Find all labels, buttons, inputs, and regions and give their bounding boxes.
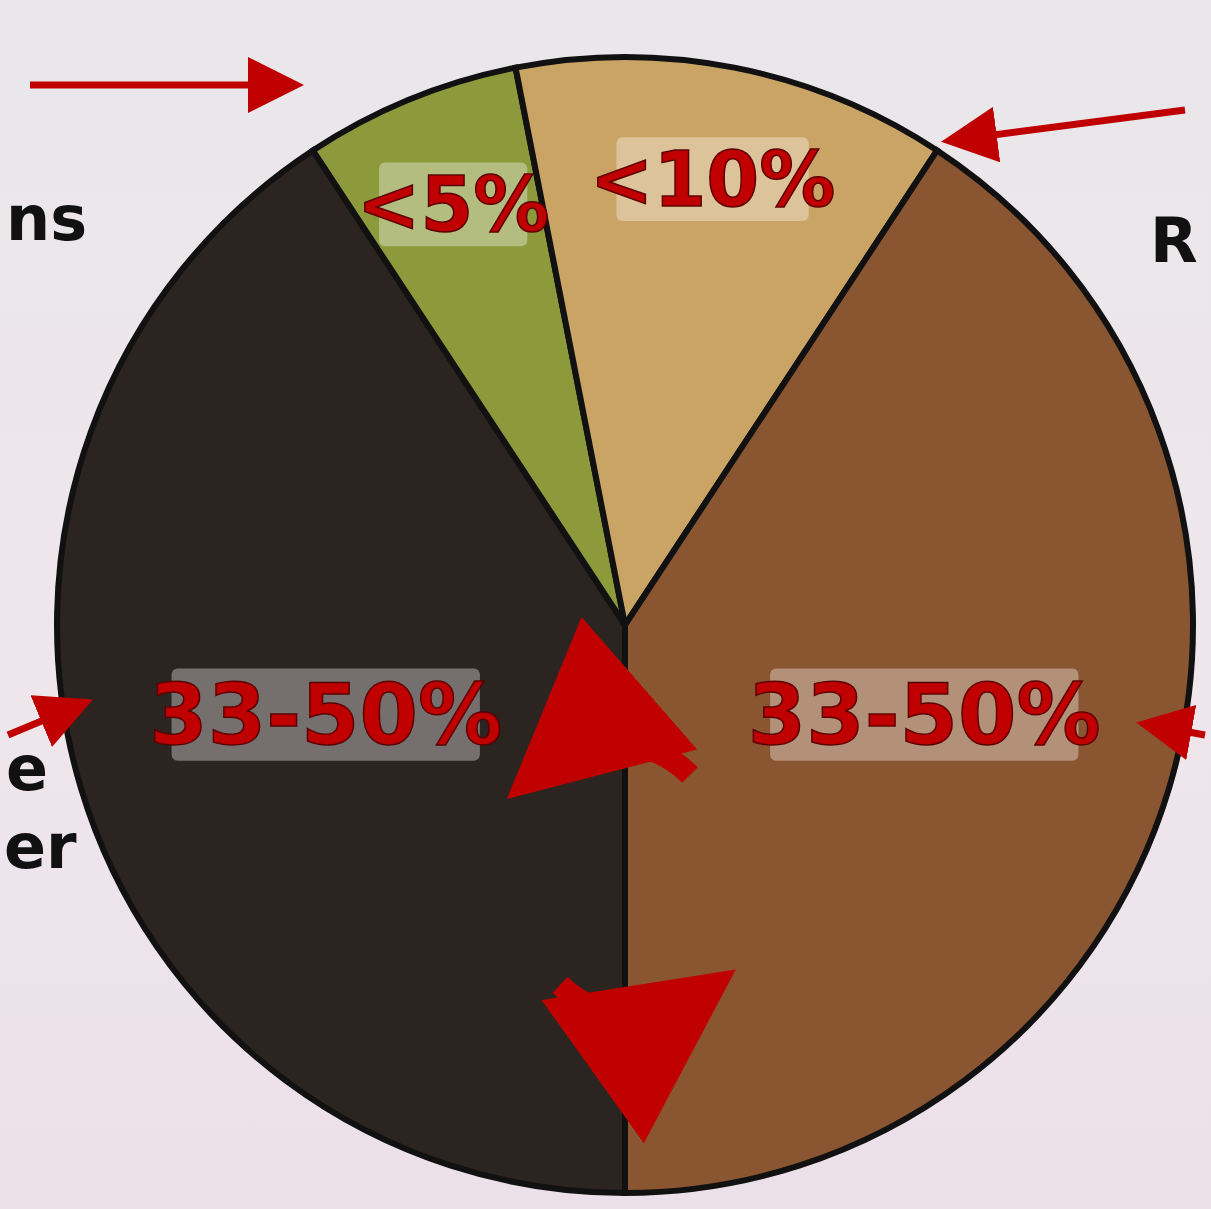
svg-text:ns: ns	[6, 182, 87, 255]
svg-text:<10%: <10%	[590, 135, 836, 224]
svg-text:R: R	[1150, 204, 1198, 277]
svg-text:e: e	[6, 732, 48, 805]
svg-text:er: er	[4, 810, 77, 883]
svg-text:33-50%: 33-50%	[748, 666, 1101, 764]
svg-text:<5%: <5%	[357, 160, 550, 249]
svg-text:33-50%: 33-50%	[149, 666, 502, 764]
